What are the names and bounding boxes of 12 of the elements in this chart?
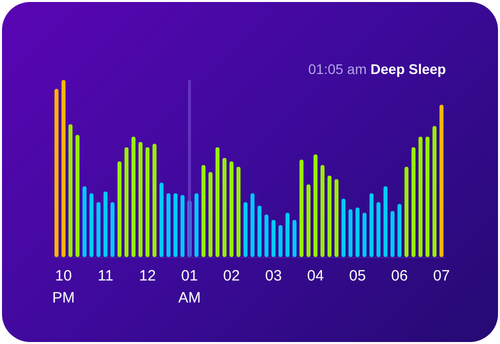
x-tick-label: 12 (139, 268, 156, 284)
x-tick-label: 10 PM (52, 268, 75, 306)
x-tick-label: 05 (349, 268, 366, 284)
x-tick-label: 03 (265, 268, 282, 284)
text: Deep Sleep (370, 61, 446, 77)
x-tick-label: 01 AM (178, 268, 201, 306)
x-tick-label: 07 (433, 268, 450, 284)
x-tick-label: 02 (223, 268, 240, 284)
x-tick-label: 06 (391, 268, 408, 284)
x-tick-label: 04 (307, 268, 324, 284)
text: 01:05 am (308, 61, 367, 77)
x-tick-label: 11 (98, 268, 114, 284)
